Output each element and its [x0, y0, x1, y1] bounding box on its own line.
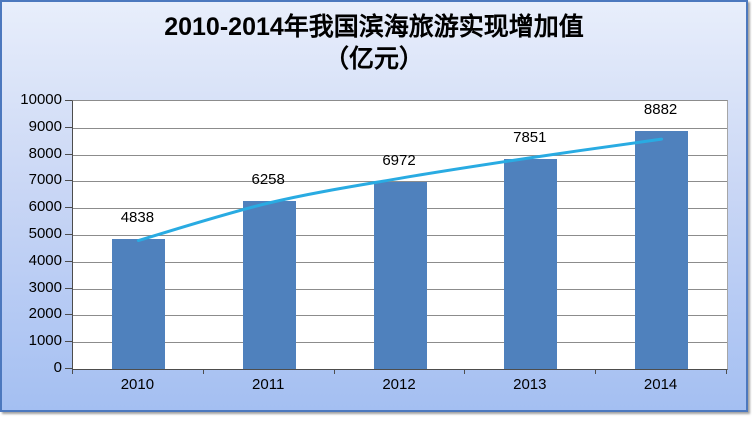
- y-axis-label: 2000: [28, 305, 62, 323]
- y-axis-label: 6000: [28, 198, 62, 216]
- y-axis-tick: [65, 207, 72, 209]
- y-axis-label: 4000: [28, 251, 62, 269]
- chart-title: 2010-2014年我国滨海旅游实现增加值 （亿元）: [2, 11, 746, 75]
- bar-value-label: 6972: [382, 152, 416, 170]
- plot-area: [72, 100, 728, 370]
- bar: [242, 201, 296, 369]
- chart-frame: 2010-2014年我国滨海旅游实现增加值 （亿元） 10000 9000 8000…: [0, 0, 748, 412]
- bar: [504, 158, 558, 369]
- x-axis-tick: [333, 369, 335, 374]
- x-axis-label: 2014: [643, 376, 678, 393]
- y-axis-label: 7000: [28, 171, 62, 189]
- gridline: [73, 127, 727, 129]
- x-axis-tick: [202, 369, 204, 374]
- y-axis-tick: [65, 287, 72, 289]
- bar: [373, 182, 427, 369]
- x-axis-tick: [464, 369, 466, 374]
- y-axis-label: 1000: [28, 332, 62, 350]
- x-axis-tick: [595, 369, 597, 374]
- y-axis-tick: [65, 368, 72, 369]
- y-axis-label: 5000: [28, 225, 62, 242]
- y-axis-label: 9000: [28, 117, 62, 135]
- x-axis-tick: [726, 369, 727, 374]
- y-axis-tick: [65, 341, 72, 343]
- bar-value-label: 7851: [513, 128, 547, 146]
- bar: [111, 239, 165, 369]
- y-axis-tick: [65, 180, 72, 182]
- bar-value-label: 8882: [643, 100, 678, 118]
- bar-value-label: 6258: [251, 171, 285, 189]
- bar-value-label: 4838: [120, 209, 155, 227]
- x-axis-label: 2011: [252, 376, 285, 393]
- y-axis-tick: [65, 153, 72, 155]
- y-axis-tick: [65, 260, 72, 262]
- chart-title-line1: 2010-2014年我国滨海旅游实现增加值: [164, 13, 584, 41]
- chart-title-line2: （亿元）: [323, 45, 424, 73]
- y-axis-label: 8000: [28, 144, 62, 162]
- y-axis-label: 3000: [28, 278, 62, 296]
- y-axis-tick: [65, 314, 72, 316]
- x-axis-tick: [72, 369, 73, 374]
- y-axis-tick: [65, 100, 72, 101]
- bar: [635, 130, 689, 369]
- x-axis-label: 2010: [120, 376, 155, 393]
- y-axis-tick: [65, 126, 72, 128]
- y-axis-tick: [65, 234, 72, 235]
- x-axis-label: 2013: [513, 376, 547, 393]
- y-axis-label: 0: [53, 359, 62, 376]
- y-axis-label: 10000: [20, 91, 62, 108]
- x-axis-label: 2012: [382, 376, 416, 393]
